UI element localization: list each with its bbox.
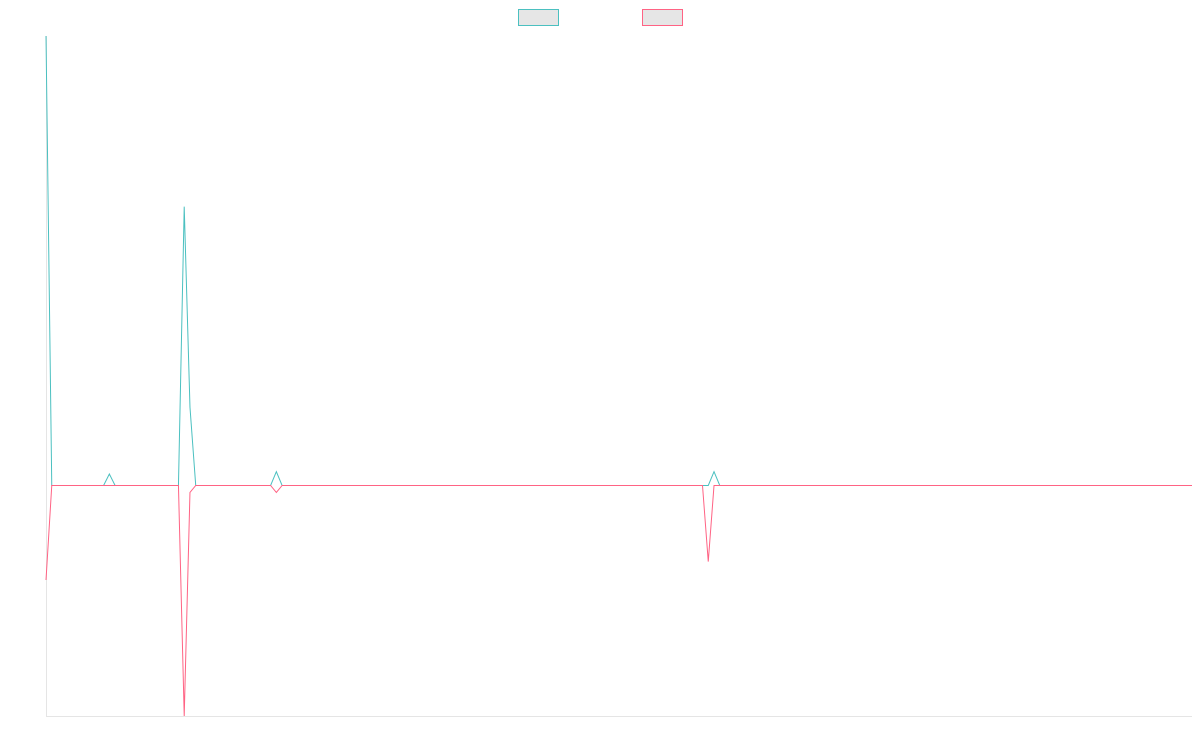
axes: [46, 36, 1192, 717]
series-line-1: [45, 35, 1192, 486]
legend-swatch-2[interactable]: [642, 9, 683, 26]
series-line-2: [45, 484, 1192, 717]
series-group: [45, 35, 1192, 717]
legend: [518, 9, 683, 26]
legend-swatch-1[interactable]: [518, 9, 559, 26]
